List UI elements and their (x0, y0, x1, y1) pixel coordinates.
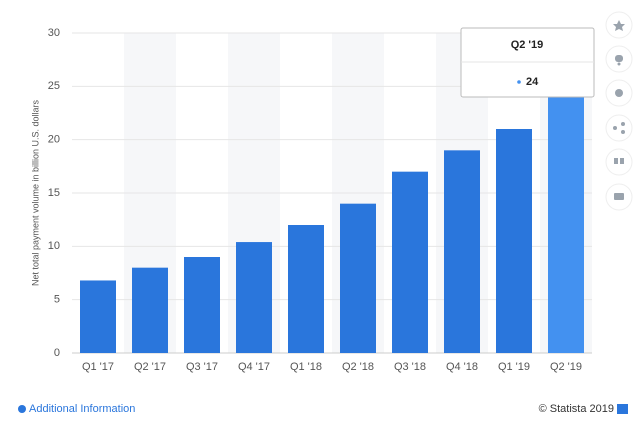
info-icon (18, 405, 26, 413)
y-tick-label: 5 (54, 294, 60, 306)
y-tick-label: 30 (48, 27, 60, 39)
x-tick-label: Q4 '18 (446, 361, 478, 373)
x-tick-label: Q2 '18 (342, 361, 374, 373)
x-tick-label: Q3 '18 (394, 361, 426, 373)
tooltip-value: 24 (526, 76, 539, 88)
bar (132, 267, 168, 353)
y-axis-label: Net total payment volume in billion U.S.… (30, 99, 40, 286)
x-tick-label: Q1 '17 (82, 361, 114, 373)
y-tick-label: 15 (48, 187, 60, 199)
bar (80, 280, 116, 353)
additional-info-link[interactable]: Additional Information (29, 403, 135, 415)
source-credit: © Statista 2019 (539, 403, 614, 415)
y-tick-label: 25 (48, 80, 60, 92)
y-tick-label: 20 (48, 134, 60, 146)
x-tick-label: Q1 '19 (498, 361, 530, 373)
bar (548, 97, 584, 353)
bar (288, 225, 324, 353)
bar (444, 150, 480, 353)
bar (340, 203, 376, 353)
tooltip-category: Q2 '19 (511, 39, 544, 51)
bar (392, 171, 428, 353)
share-button[interactable] (605, 114, 633, 142)
y-tick-label: 0 (54, 347, 60, 359)
bar (496, 129, 532, 353)
x-tick-label: Q2 '19 (550, 361, 582, 373)
x-tick-label: Q3 '17 (186, 361, 218, 373)
bar (184, 257, 220, 353)
x-tick-label: Q4 '17 (238, 361, 270, 373)
x-tick-label: Q2 '17 (134, 361, 166, 373)
bar (236, 242, 272, 353)
statista-flag (617, 404, 628, 414)
tooltip-dot (517, 80, 521, 84)
y-tick-label: 10 (48, 240, 60, 252)
cite-button[interactable] (605, 148, 633, 176)
toolbar (605, 11, 633, 211)
x-tick-label: Q1 '18 (290, 361, 322, 373)
tooltip: Q2 '19 24 (460, 27, 595, 98)
toolbar-icons (613, 20, 625, 200)
